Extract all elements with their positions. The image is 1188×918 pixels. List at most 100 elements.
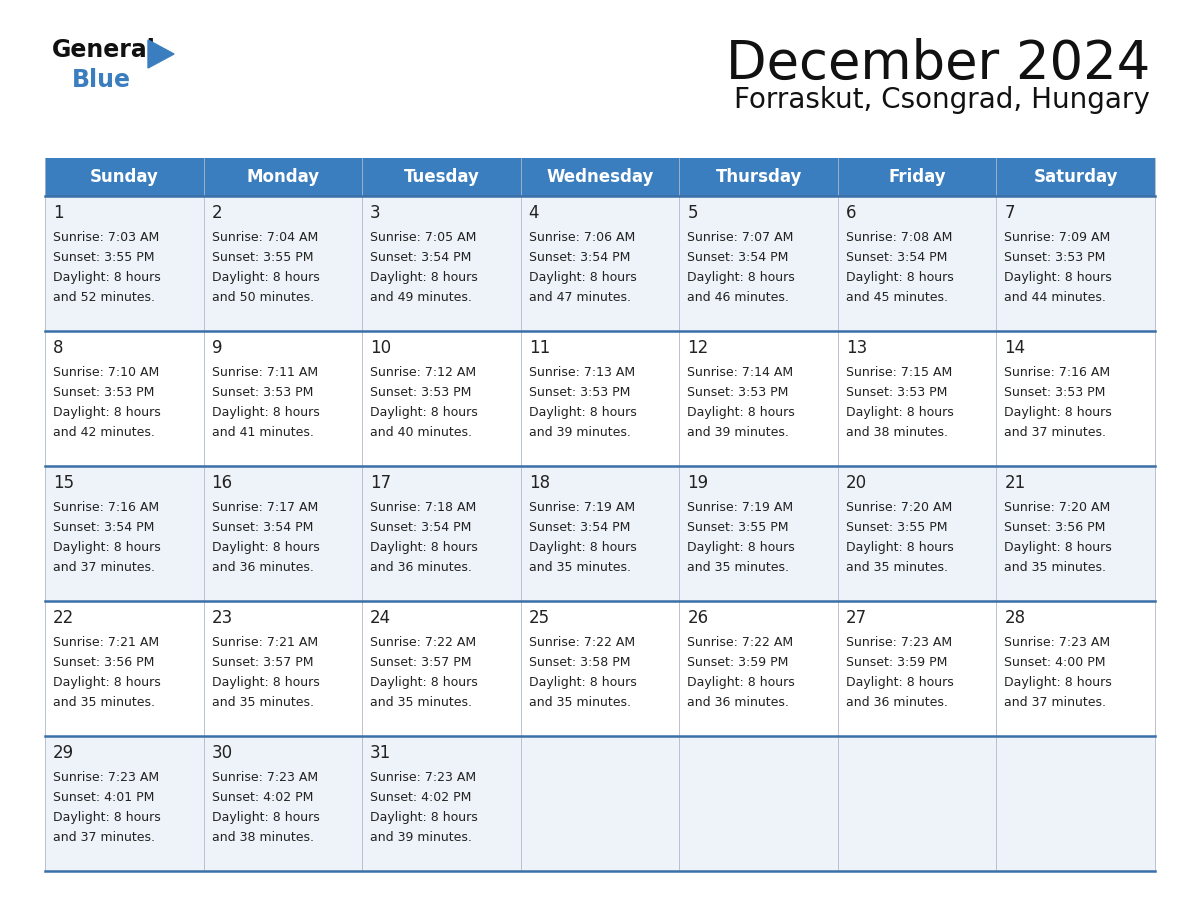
Text: 27: 27 xyxy=(846,609,867,627)
Bar xyxy=(45,331,1155,466)
Text: and 37 minutes.: and 37 minutes. xyxy=(1004,426,1106,439)
Text: 25: 25 xyxy=(529,609,550,627)
Text: Saturday: Saturday xyxy=(1034,168,1118,186)
Text: Sunset: 3:54 PM: Sunset: 3:54 PM xyxy=(688,251,789,264)
Text: Daylight: 8 hours: Daylight: 8 hours xyxy=(1004,541,1112,554)
Text: Sunset: 3:53 PM: Sunset: 3:53 PM xyxy=(371,386,472,399)
Text: Wednesday: Wednesday xyxy=(546,168,653,186)
Text: Daylight: 8 hours: Daylight: 8 hours xyxy=(529,271,637,284)
Text: and 46 minutes.: and 46 minutes. xyxy=(688,291,789,304)
Text: Daylight: 8 hours: Daylight: 8 hours xyxy=(211,406,320,419)
Text: Sunrise: 7:22 AM: Sunrise: 7:22 AM xyxy=(529,636,634,649)
Text: Sunrise: 7:06 AM: Sunrise: 7:06 AM xyxy=(529,231,634,244)
Text: Sunrise: 7:17 AM: Sunrise: 7:17 AM xyxy=(211,501,318,514)
Text: Daylight: 8 hours: Daylight: 8 hours xyxy=(53,811,160,824)
Text: 28: 28 xyxy=(1004,609,1025,627)
Text: 1: 1 xyxy=(53,204,64,222)
Text: Sunrise: 7:23 AM: Sunrise: 7:23 AM xyxy=(211,771,317,784)
Text: and 39 minutes.: and 39 minutes. xyxy=(688,426,789,439)
Text: 6: 6 xyxy=(846,204,857,222)
Text: Daylight: 8 hours: Daylight: 8 hours xyxy=(688,406,795,419)
Text: and 42 minutes.: and 42 minutes. xyxy=(53,426,154,439)
Text: 29: 29 xyxy=(53,744,74,762)
Text: Sunrise: 7:20 AM: Sunrise: 7:20 AM xyxy=(846,501,952,514)
Text: Sunset: 3:59 PM: Sunset: 3:59 PM xyxy=(846,656,947,669)
Text: and 37 minutes.: and 37 minutes. xyxy=(53,831,154,844)
Bar xyxy=(45,466,1155,601)
Text: Daylight: 8 hours: Daylight: 8 hours xyxy=(688,271,795,284)
Text: 4: 4 xyxy=(529,204,539,222)
Text: 21: 21 xyxy=(1004,474,1025,492)
Text: 14: 14 xyxy=(1004,339,1025,357)
Text: and 35 minutes.: and 35 minutes. xyxy=(529,696,631,709)
Text: Sunrise: 7:12 AM: Sunrise: 7:12 AM xyxy=(371,366,476,379)
Text: 17: 17 xyxy=(371,474,391,492)
Text: Daylight: 8 hours: Daylight: 8 hours xyxy=(846,406,954,419)
Text: Sunrise: 7:10 AM: Sunrise: 7:10 AM xyxy=(53,366,159,379)
Text: 16: 16 xyxy=(211,474,233,492)
Polygon shape xyxy=(148,40,173,68)
Text: Daylight: 8 hours: Daylight: 8 hours xyxy=(688,541,795,554)
Text: 24: 24 xyxy=(371,609,391,627)
Text: Daylight: 8 hours: Daylight: 8 hours xyxy=(846,676,954,689)
Text: Daylight: 8 hours: Daylight: 8 hours xyxy=(846,271,954,284)
Text: 22: 22 xyxy=(53,609,74,627)
Text: and 35 minutes.: and 35 minutes. xyxy=(371,696,472,709)
Text: Daylight: 8 hours: Daylight: 8 hours xyxy=(371,676,478,689)
Text: Sunrise: 7:09 AM: Sunrise: 7:09 AM xyxy=(1004,231,1111,244)
Text: and 47 minutes.: and 47 minutes. xyxy=(529,291,631,304)
Text: December 2024: December 2024 xyxy=(726,38,1150,90)
Text: Daylight: 8 hours: Daylight: 8 hours xyxy=(53,271,160,284)
Text: Daylight: 8 hours: Daylight: 8 hours xyxy=(211,811,320,824)
Text: and 36 minutes.: and 36 minutes. xyxy=(688,696,789,709)
Text: and 39 minutes.: and 39 minutes. xyxy=(529,426,631,439)
Text: 18: 18 xyxy=(529,474,550,492)
Text: Sunrise: 7:22 AM: Sunrise: 7:22 AM xyxy=(371,636,476,649)
Text: Sunset: 3:56 PM: Sunset: 3:56 PM xyxy=(1004,521,1106,534)
Text: Daylight: 8 hours: Daylight: 8 hours xyxy=(846,541,954,554)
Text: Daylight: 8 hours: Daylight: 8 hours xyxy=(371,541,478,554)
Text: Sunset: 3:58 PM: Sunset: 3:58 PM xyxy=(529,656,630,669)
Text: and 35 minutes.: and 35 minutes. xyxy=(211,696,314,709)
Text: Sunset: 3:54 PM: Sunset: 3:54 PM xyxy=(529,521,630,534)
Text: and 44 minutes.: and 44 minutes. xyxy=(1004,291,1106,304)
Text: 7: 7 xyxy=(1004,204,1015,222)
Text: and 38 minutes.: and 38 minutes. xyxy=(846,426,948,439)
Text: and 52 minutes.: and 52 minutes. xyxy=(53,291,154,304)
Text: Sunset: 3:54 PM: Sunset: 3:54 PM xyxy=(846,251,947,264)
Text: Sunset: 3:53 PM: Sunset: 3:53 PM xyxy=(688,386,789,399)
Text: and 50 minutes.: and 50 minutes. xyxy=(211,291,314,304)
Text: Sunset: 4:02 PM: Sunset: 4:02 PM xyxy=(211,791,312,804)
Text: and 35 minutes.: and 35 minutes. xyxy=(688,561,789,574)
Text: Sunrise: 7:11 AM: Sunrise: 7:11 AM xyxy=(211,366,317,379)
Text: 8: 8 xyxy=(53,339,63,357)
Text: Sunrise: 7:22 AM: Sunrise: 7:22 AM xyxy=(688,636,794,649)
Text: and 45 minutes.: and 45 minutes. xyxy=(846,291,948,304)
Text: Sunset: 3:54 PM: Sunset: 3:54 PM xyxy=(211,521,312,534)
Bar xyxy=(45,601,1155,736)
Text: Daylight: 8 hours: Daylight: 8 hours xyxy=(53,541,160,554)
Bar xyxy=(45,196,1155,331)
Text: Sunset: 3:53 PM: Sunset: 3:53 PM xyxy=(1004,251,1106,264)
Text: Thursday: Thursday xyxy=(715,168,802,186)
Text: Sunset: 3:53 PM: Sunset: 3:53 PM xyxy=(1004,386,1106,399)
Text: 12: 12 xyxy=(688,339,708,357)
Text: Daylight: 8 hours: Daylight: 8 hours xyxy=(529,541,637,554)
Text: Daylight: 8 hours: Daylight: 8 hours xyxy=(529,676,637,689)
Text: and 36 minutes.: and 36 minutes. xyxy=(846,696,948,709)
Text: Sunrise: 7:19 AM: Sunrise: 7:19 AM xyxy=(529,501,634,514)
Text: Sunset: 4:00 PM: Sunset: 4:00 PM xyxy=(1004,656,1106,669)
Text: Daylight: 8 hours: Daylight: 8 hours xyxy=(1004,676,1112,689)
Text: 5: 5 xyxy=(688,204,697,222)
Text: 26: 26 xyxy=(688,609,708,627)
Text: 2: 2 xyxy=(211,204,222,222)
Text: and 36 minutes.: and 36 minutes. xyxy=(371,561,472,574)
Text: Sunset: 3:54 PM: Sunset: 3:54 PM xyxy=(371,521,472,534)
Text: 10: 10 xyxy=(371,339,391,357)
Text: Sunrise: 7:05 AM: Sunrise: 7:05 AM xyxy=(371,231,476,244)
Text: Daylight: 8 hours: Daylight: 8 hours xyxy=(211,541,320,554)
Text: Sunrise: 7:23 AM: Sunrise: 7:23 AM xyxy=(1004,636,1111,649)
Text: Sunset: 3:53 PM: Sunset: 3:53 PM xyxy=(529,386,630,399)
Text: 9: 9 xyxy=(211,339,222,357)
Text: Sunrise: 7:20 AM: Sunrise: 7:20 AM xyxy=(1004,501,1111,514)
